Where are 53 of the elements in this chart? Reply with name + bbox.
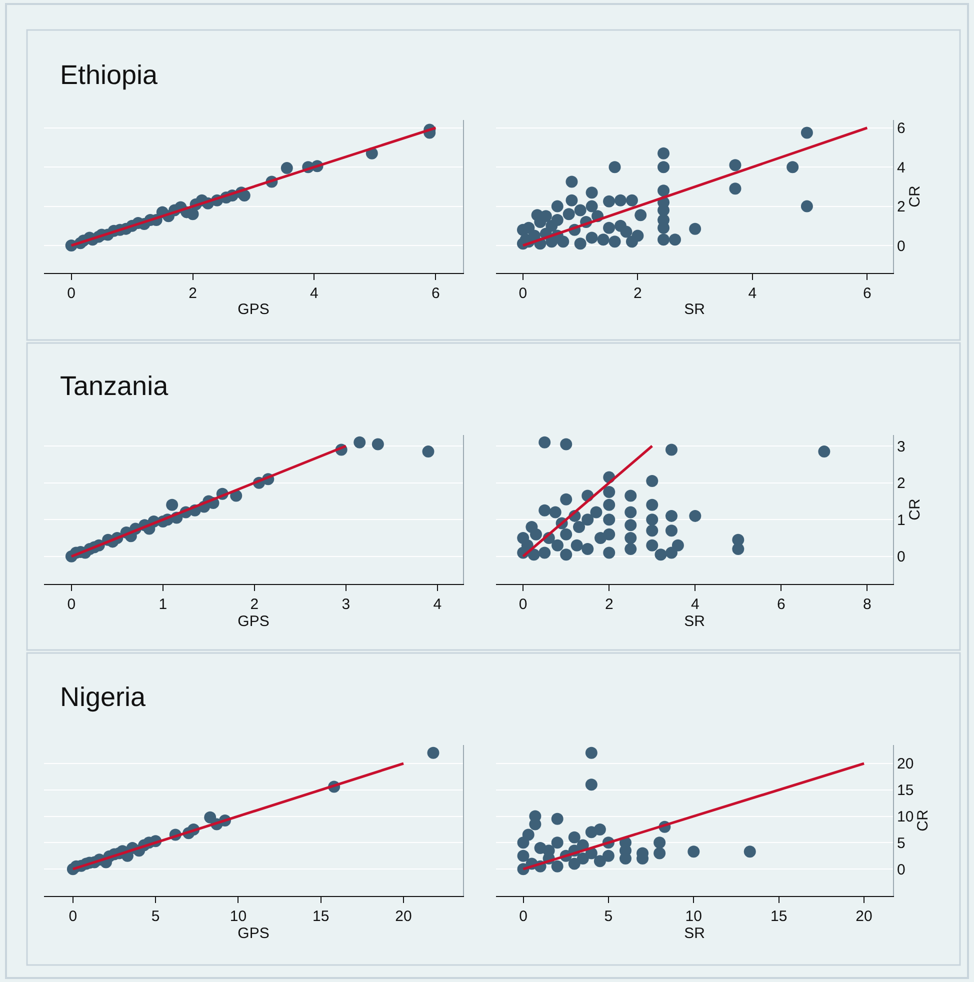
- y-tick-label: 0: [897, 861, 906, 878]
- x-tick-label: 2: [250, 596, 259, 614]
- x-tick-label: 6: [432, 285, 440, 302]
- y-tick-label: 0: [897, 238, 906, 255]
- x-axis-title: GPS: [238, 613, 270, 630]
- x-tick-label: 0: [518, 596, 528, 614]
- x-axis-title: GPS: [238, 925, 270, 942]
- x-tick-label: 0: [68, 908, 78, 926]
- x-tick-label: 15: [312, 908, 330, 926]
- x-tick-label: 2: [604, 596, 614, 614]
- y-axis-title: CR: [914, 810, 932, 832]
- chart-title: Tanzania: [60, 371, 170, 401]
- x-tick-label: 0: [67, 285, 76, 302]
- y-tick-label: 2: [897, 198, 906, 216]
- x-tick-label: 3: [342, 596, 350, 614]
- x-tick-label: 2: [188, 285, 197, 302]
- x-axis-title: GPS: [238, 301, 270, 318]
- x-tick-label: 6: [863, 285, 872, 302]
- x-tick-label: 5: [151, 908, 160, 926]
- x-tick-label: 6: [777, 596, 786, 614]
- x-axis-title: SR: [684, 925, 706, 942]
- y-tick-label: 4: [897, 159, 906, 176]
- chart-title: Ethiopia: [60, 60, 159, 90]
- y-axis-title: CR: [906, 186, 924, 208]
- y-tick-label: 0: [897, 548, 906, 566]
- x-tick-label: 15: [770, 908, 788, 926]
- x-tick-label: 1: [158, 596, 168, 614]
- x-tick-label: 20: [856, 908, 872, 926]
- x-tick-label: 0: [518, 285, 528, 302]
- x-tick-label: 4: [310, 285, 318, 302]
- y-tick-label: 20: [897, 756, 914, 773]
- x-tick-label: 10: [230, 908, 247, 926]
- chart-title: Nigeria: [60, 682, 147, 712]
- x-tick-label: 0: [67, 596, 76, 614]
- x-tick-label: 0: [519, 908, 528, 926]
- y-axis-title: CR: [906, 498, 924, 520]
- y-tick-label: 5: [897, 834, 906, 852]
- y-tick-label: 15: [897, 782, 914, 800]
- x-tick-label: 4: [690, 596, 700, 614]
- y-tick-label: 6: [897, 120, 906, 138]
- x-tick-label: 2: [634, 285, 642, 302]
- x-tick-label: 10: [685, 908, 702, 926]
- x-tick-label: 5: [604, 908, 613, 926]
- x-axis-title: SR: [684, 613, 706, 630]
- x-tick-label: 8: [863, 596, 872, 614]
- x-axis-title: SR: [684, 301, 706, 318]
- y-tick-label: 2: [897, 475, 906, 492]
- x-tick-label: 4: [433, 596, 442, 614]
- y-tick-label: 1: [897, 512, 906, 529]
- x-tick-label: 4: [748, 285, 757, 302]
- x-tick-label: 20: [395, 908, 412, 926]
- y-tick-label: 10: [897, 808, 914, 826]
- y-tick-label: 3: [897, 438, 906, 456]
